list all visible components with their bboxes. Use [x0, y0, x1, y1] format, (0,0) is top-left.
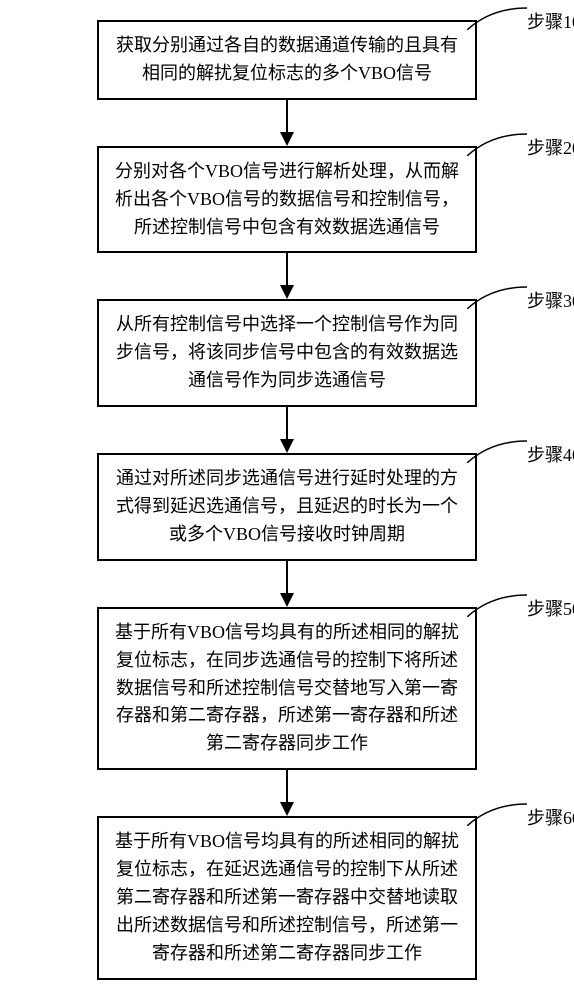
step-row: 分别对各个VBO信号进行解析处理，从而解析出各个VBO信号的数据信号和控制信号，…: [20, 146, 554, 254]
step-row: 基于所有VBO信号均具有的所述相同的解扰复位标志，在同步选通信号的控制下将所述数…: [20, 607, 554, 770]
step-row: 基于所有VBO信号均具有的所述相同的解扰复位标志，在延迟选通信号的控制下从所述第…: [20, 816, 554, 979]
step-box: 分别对各个VBO信号进行解析处理，从而解析出各个VBO信号的数据信号和控制信号，…: [97, 146, 477, 254]
step-label: 步骤20: [527, 134, 574, 160]
step-box: 基于所有VBO信号均具有的所述相同的解扰复位标志，在延迟选通信号的控制下从所述第…: [97, 816, 477, 979]
step-label: 步骤60: [527, 804, 574, 830]
step-box: 从所有控制信号中选择一个控制信号作为同步信号，将该同步信号中包含的有效数据选通信…: [97, 299, 477, 407]
step-box: 获取分别通过各自的数据通道传输的且具有相同的解扰复位标志的多个VBO信号: [97, 20, 477, 100]
step-label: 步骤50: [527, 595, 574, 621]
step-row: 获取分别通过各自的数据通道传输的且具有相同的解扰复位标志的多个VBO信号步骤10: [20, 20, 554, 100]
step-label: 步骤40: [527, 441, 574, 467]
step-label: 步骤30: [527, 287, 574, 313]
step-row: 从所有控制信号中选择一个控制信号作为同步信号，将该同步信号中包含的有效数据选通信…: [20, 299, 554, 407]
step-row: 通过对所述同步选通信号进行延时处理的方式得到延迟选通信号，且延迟的时长为一个或多…: [20, 453, 554, 561]
step-box: 通过对所述同步选通信号进行延时处理的方式得到延迟选通信号，且延迟的时长为一个或多…: [97, 453, 477, 561]
step-label: 步骤10: [527, 8, 574, 34]
step-box: 基于所有VBO信号均具有的所述相同的解扰复位标志，在同步选通信号的控制下将所述数…: [97, 607, 477, 770]
flowchart: 获取分别通过各自的数据通道传输的且具有相同的解扰复位标志的多个VBO信号步骤10…: [20, 20, 554, 980]
